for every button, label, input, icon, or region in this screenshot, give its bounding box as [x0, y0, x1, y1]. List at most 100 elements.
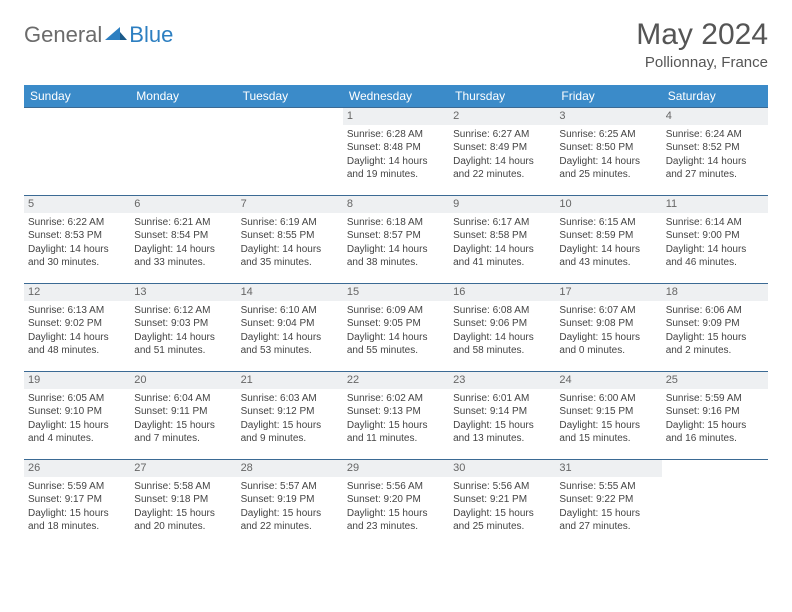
sunset-line: Sunset: 9:00 PM [666, 229, 764, 243]
sunset-line: Sunset: 9:08 PM [559, 317, 657, 331]
daylight-line: Daylight: 15 hours and 0 minutes. [559, 331, 657, 358]
sunset-line: Sunset: 8:59 PM [559, 229, 657, 243]
calendar-day-cell: 18Sunrise: 6:06 AMSunset: 9:09 PMDayligh… [662, 284, 768, 372]
calendar-week-row: 19 Sunrise: 6:05 AMSunset: 9:10 PM Dayligh… [24, 372, 768, 460]
sunrise-line: Sunrise: 6:18 AM [347, 216, 445, 230]
sunrise-line: Sunrise: 6:17 AM [453, 216, 551, 230]
sunrise-line: Sunrise: 6:01 AM [453, 392, 551, 406]
sunset-line: Sunset: 9:10 PM [28, 405, 126, 419]
day-number: 29 [343, 460, 449, 477]
sunset-line: Sunset: 9:05 PM [347, 317, 445, 331]
day-number: 19 [24, 372, 130, 389]
calendar-day-cell [24, 108, 130, 196]
daylight-line: Daylight: 14 hours and 38 minutes. [347, 243, 445, 270]
day-number: 7 [237, 196, 343, 213]
calendar-day-cell: 9Sunrise: 6:17 AMSunset: 8:58 PMDaylight… [449, 196, 555, 284]
calendar-day-cell: 14Sunrise: 6:10 AMSunset: 9:04 PMDayligh… [237, 284, 343, 372]
calendar-day-cell: 23Sunrise: 6:01 AMSunset: 9:14 PMDayligh… [449, 372, 555, 460]
sunset-line: Sunset: 9:20 PM [347, 493, 445, 507]
sunrise-line: Sunrise: 6:10 AM [241, 304, 339, 318]
sunrise-line: Sunrise: 6:24 AM [666, 128, 764, 142]
day-number: 10 [555, 196, 661, 213]
day-header: Tuesday [237, 85, 343, 108]
calendar-table: SundayMondayTuesdayWednesdayThursdayFrid… [24, 85, 768, 548]
sunrise-line: Sunrise: 5:57 AM [241, 480, 339, 494]
day-number: 14 [237, 284, 343, 301]
sunset-line: Sunset: 8:57 PM [347, 229, 445, 243]
sunset-line: Sunset: 9:13 PM [347, 405, 445, 419]
calendar-day-cell: 16Sunrise: 6:08 AMSunset: 9:06 PMDayligh… [449, 284, 555, 372]
calendar-body: 1 Sunrise: 6:28 AMSunset: 8:48 PM Daylight… [24, 108, 768, 548]
calendar-day-cell: 27Sunrise: 5:58 AMSunset: 9:18 PMDayligh… [130, 460, 236, 548]
daylight-line: Daylight: 15 hours and 2 minutes. [666, 331, 764, 358]
calendar-week-row: 5Sunrise: 6:22 AMSunset: 8:53 PMDaylight… [24, 196, 768, 284]
calendar-day-cell: 11Sunrise: 6:14 AMSunset: 9:00 PMDayligh… [662, 196, 768, 284]
sunset-line: Sunset: 8:54 PM [134, 229, 232, 243]
daylight-line: Daylight: 14 hours and 22 minutes. [453, 155, 551, 182]
sunrise-line: Sunrise: 6:06 AM [666, 304, 764, 318]
sunrise-line: Sunrise: 6:12 AM [134, 304, 232, 318]
location-text: Pollionnay, France [636, 54, 768, 71]
sunrise-line: Sunrise: 6:14 AM [666, 216, 764, 230]
calendar-day-cell: 26Sunrise: 5:59 AMSunset: 9:17 PMDayligh… [24, 460, 130, 548]
daylight-line: Daylight: 14 hours and 27 minutes. [666, 155, 764, 182]
day-number: 27 [130, 460, 236, 477]
day-number: 8 [343, 196, 449, 213]
daylight-line: Daylight: 15 hours and 25 minutes. [453, 507, 551, 534]
day-number: 6 [130, 196, 236, 213]
calendar-day-cell: 5Sunrise: 6:22 AMSunset: 8:53 PMDaylight… [24, 196, 130, 284]
daylight-line: Daylight: 15 hours and 7 minutes. [134, 419, 232, 446]
day-number: 31 [555, 460, 661, 477]
brand-triangle-icon [105, 25, 127, 46]
title-block: May 2024 Pollionnay, France [636, 18, 768, 71]
daylight-line: Daylight: 15 hours and 16 minutes. [666, 419, 764, 446]
calendar-day-cell: 8 Sunrise: 6:18 AMSunset: 8:57 PMDaylight… [343, 196, 449, 284]
day-number: 23 [449, 372, 555, 389]
calendar-day-cell [237, 108, 343, 196]
calendar-day-cell: 15Sunrise: 6:09 AMSunset: 9:05 PMDayligh… [343, 284, 449, 372]
day-number: 21 [237, 372, 343, 389]
sunset-line: Sunset: 9:03 PM [134, 317, 232, 331]
sunset-line: Sunset: 8:53 PM [28, 229, 126, 243]
daylight-line: Daylight: 15 hours and 20 minutes. [134, 507, 232, 534]
sunset-line: Sunset: 8:48 PM [347, 141, 445, 155]
sunset-line: Sunset: 8:52 PM [666, 141, 764, 155]
sunset-line: Sunset: 9:16 PM [666, 405, 764, 419]
day-number: 22 [343, 372, 449, 389]
daylight-line: Daylight: 15 hours and 18 minutes. [28, 507, 126, 534]
sunset-line: Sunset: 8:49 PM [453, 141, 551, 155]
calendar-day-cell: 31Sunrise: 5:55 AMSunset: 9:22 PMDayligh… [555, 460, 661, 548]
sunrise-line: Sunrise: 6:00 AM [559, 392, 657, 406]
sunrise-line: Sunrise: 6:19 AM [241, 216, 339, 230]
day-number: 12 [24, 284, 130, 301]
day-number: 9 [449, 196, 555, 213]
brand-logo: General Blue [24, 22, 173, 48]
day-number: 24 [555, 372, 661, 389]
calendar-day-cell: 6Sunrise: 6:21 AMSunset: 8:54 PMDaylight… [130, 196, 236, 284]
sunset-line: Sunset: 9:19 PM [241, 493, 339, 507]
calendar-week-row: 12Sunrise: 6:13 AMSunset: 9:02 PMDayligh… [24, 284, 768, 372]
daylight-line: Daylight: 15 hours and 9 minutes. [241, 419, 339, 446]
calendar-day-cell: 2Sunrise: 6:27 AMSunset: 8:49 PMDaylight… [449, 108, 555, 196]
sunset-line: Sunset: 9:17 PM [28, 493, 126, 507]
calendar-week-row: 26Sunrise: 5:59 AMSunset: 9:17 PMDayligh… [24, 460, 768, 548]
calendar-day-cell: 25 Sunrise: 5:59 AMSunset: 9:16 PMDayligh… [662, 372, 768, 460]
daylight-line: Daylight: 15 hours and 27 minutes. [559, 507, 657, 534]
day-number: 17 [555, 284, 661, 301]
daylight-line: Daylight: 14 hours and 43 minutes. [559, 243, 657, 270]
sunset-line: Sunset: 8:50 PM [559, 141, 657, 155]
daylight-line: Daylight: 14 hours and 51 minutes. [134, 331, 232, 358]
sunset-line: Sunset: 9:21 PM [453, 493, 551, 507]
sunrise-line: Sunrise: 6:05 AM [28, 392, 126, 406]
calendar-day-cell: 3Sunrise: 6:25 AMSunset: 8:50 PMDaylight… [555, 108, 661, 196]
sunrise-line: Sunrise: 5:55 AM [559, 480, 657, 494]
sunset-line: Sunset: 9:04 PM [241, 317, 339, 331]
calendar-day-cell: 4Sunrise: 6:24 AMSunset: 8:52 PMDaylight… [662, 108, 768, 196]
calendar-day-cell [662, 460, 768, 548]
day-number: 25 [662, 372, 768, 389]
day-number: 1 [343, 108, 449, 125]
sunrise-line: Sunrise: 6:28 AM [347, 128, 445, 142]
sunrise-line: Sunrise: 5:59 AM [666, 392, 764, 406]
page-header: General Blue May 2024 Pollionnay, France [24, 18, 768, 71]
day-header: Saturday [662, 85, 768, 108]
